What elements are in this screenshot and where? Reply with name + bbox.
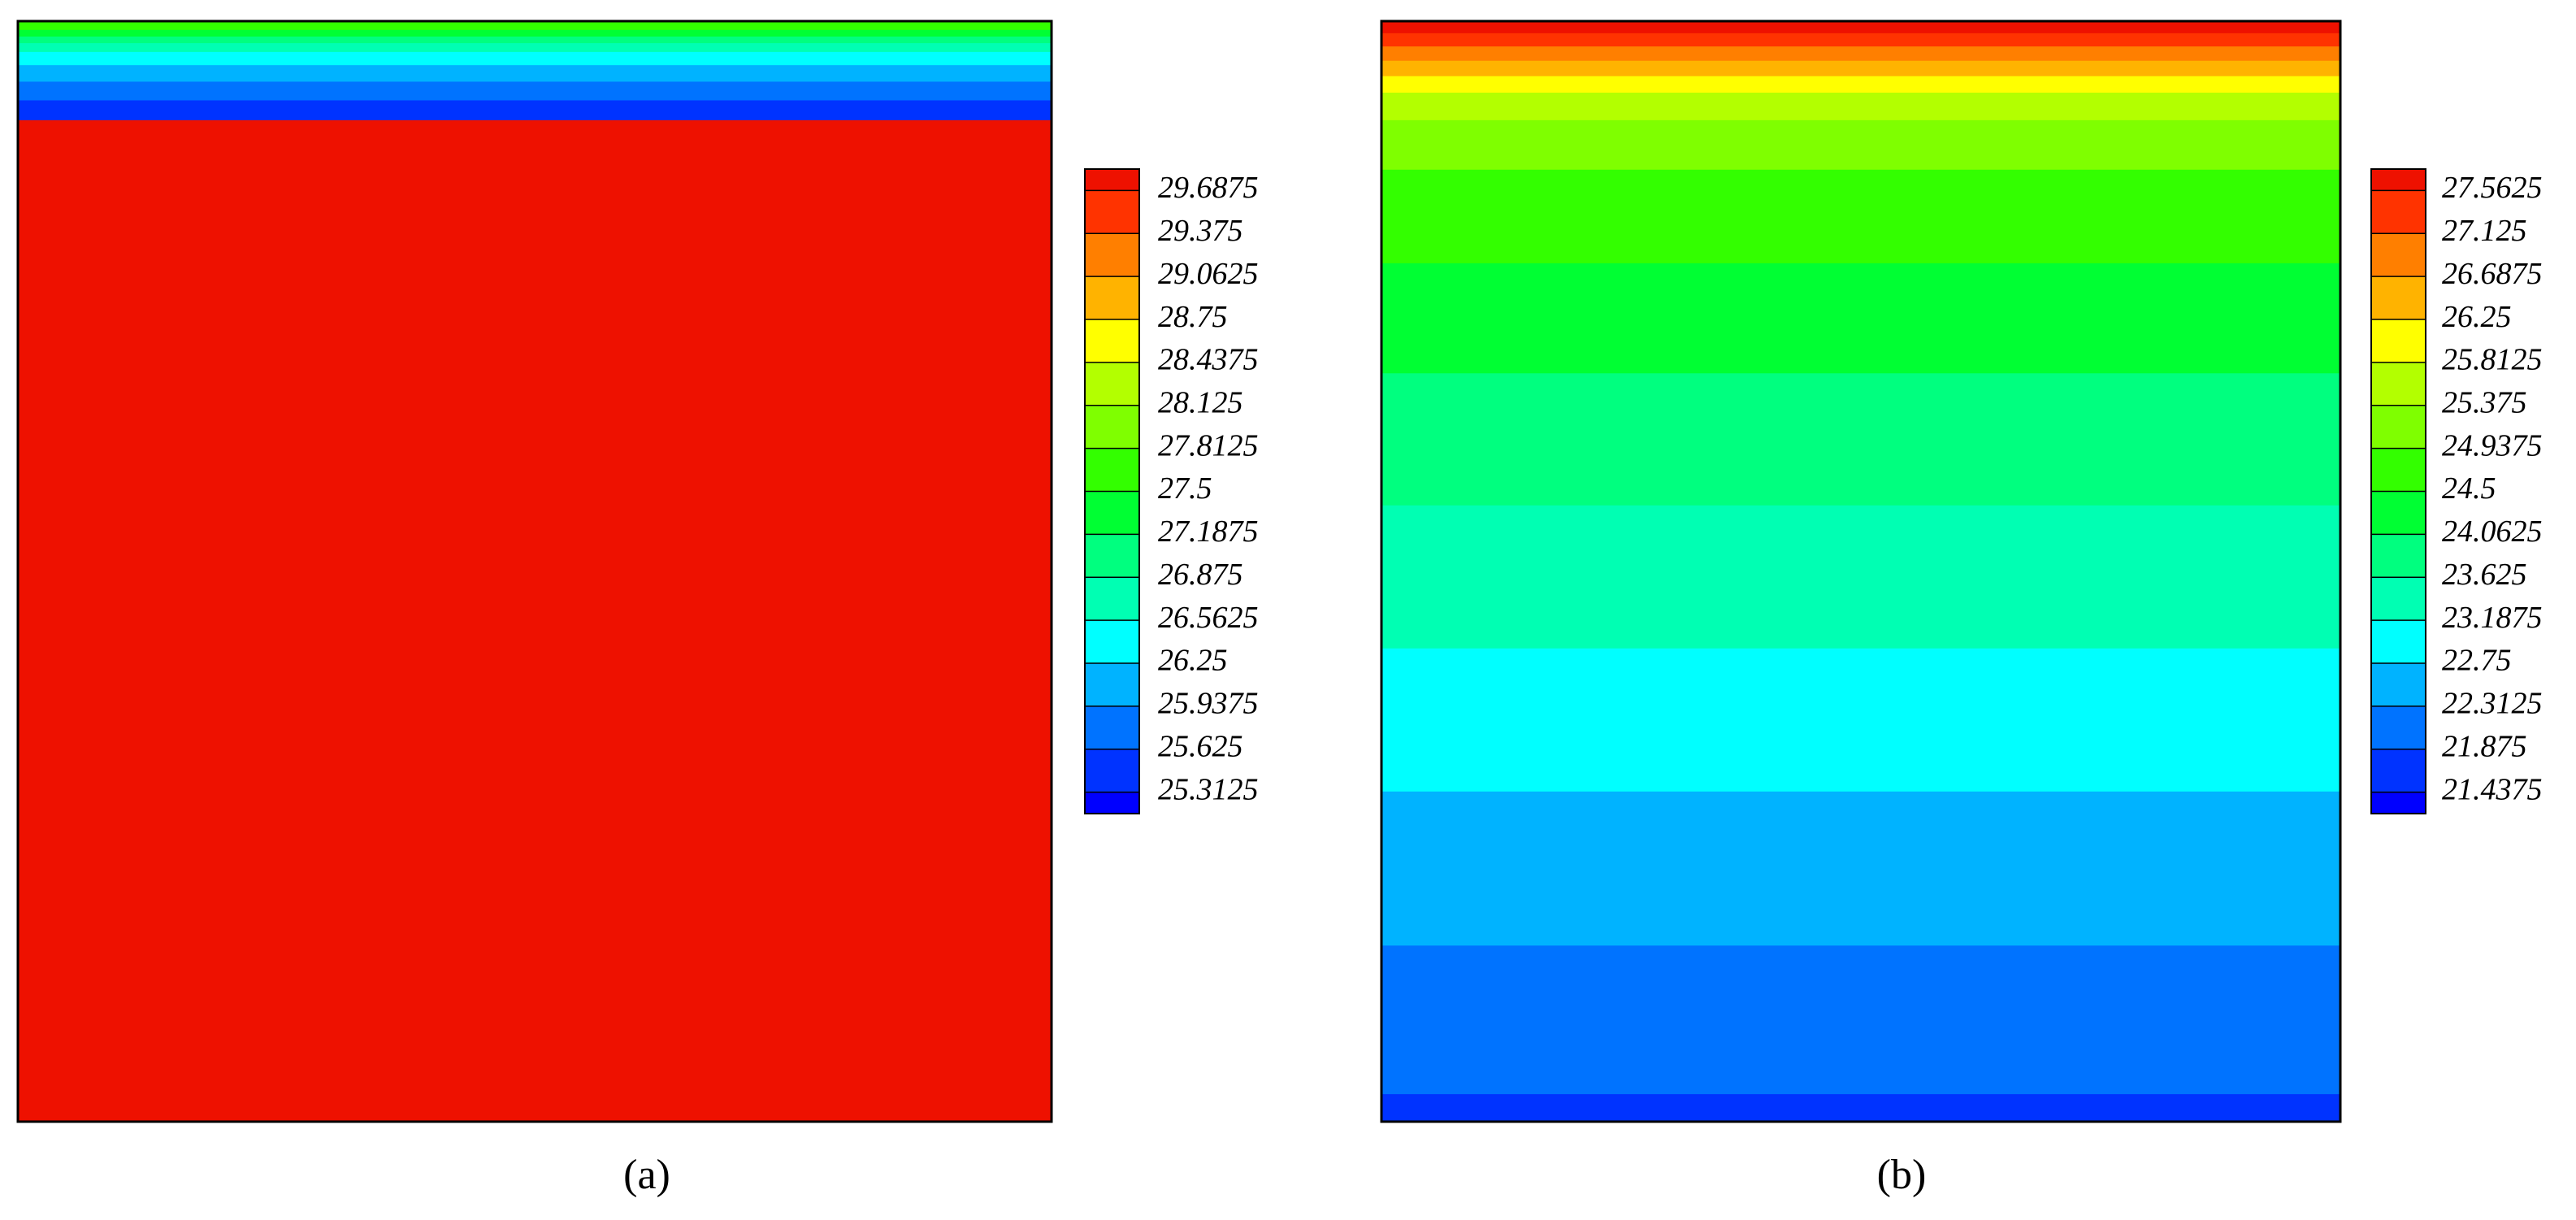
colorbar-band: [2371, 362, 2426, 406]
colorbar-band: [1085, 749, 1139, 792]
colorbar-band: [2371, 491, 2426, 535]
colorbar-band: [2371, 620, 2426, 663]
colorbar-band: [1085, 448, 1139, 492]
panel-label: (b): [1877, 1152, 1927, 1198]
contour-band: [1381, 791, 2340, 946]
plot-frame: [1380, 20, 2342, 1123]
contour-band: [1381, 119, 2340, 171]
level-label: 28.4375: [1158, 343, 1259, 377]
colorbar-band: [2371, 276, 2426, 320]
level-label: 28.75: [1158, 300, 1228, 334]
colorbar-band: [1085, 620, 1139, 663]
contour-band: [1381, 1094, 2340, 1122]
level-label: 23.625: [2442, 558, 2527, 592]
level-label: 21.875: [2442, 729, 2527, 763]
level-label: 25.625: [1158, 729, 1243, 763]
level-label: 24.9375: [2442, 428, 2543, 462]
level-label: 26.25: [2442, 300, 2512, 334]
colorbar-band: [1085, 233, 1139, 277]
colorbar-band: [1085, 662, 1139, 706]
colorbar-frame: [1084, 168, 1140, 814]
colorbar-band: [2371, 662, 2426, 706]
colorbar-band: [2371, 233, 2426, 277]
level-label: 28.125: [1158, 385, 1243, 419]
contour-band: [18, 21, 1052, 31]
colorbar-band: [1085, 319, 1139, 363]
level-label: 29.375: [1158, 214, 1243, 248]
colorbar-band: [1085, 577, 1139, 621]
level-label: 26.25: [1158, 644, 1228, 678]
contour-band: [1381, 373, 2340, 506]
colorbar-band: [2371, 577, 2426, 621]
contour-band: [1381, 46, 2340, 62]
contour-band: [18, 51, 1052, 66]
contour-band: [1381, 21, 2340, 34]
colorbar-band: [1085, 169, 1139, 191]
colorbar-band: [2371, 749, 2426, 792]
contour-band: [18, 100, 1052, 121]
level-label: 27.5625: [2442, 171, 2543, 205]
colorbar-band: [2371, 319, 2426, 363]
contour-band: [1381, 505, 2340, 649]
colorbar-band: [2371, 169, 2426, 191]
colorbar-band: [1085, 534, 1139, 578]
colorbar-band: [1085, 190, 1139, 234]
level-label: 26.6875: [2442, 257, 2543, 291]
level-label: 25.375: [2442, 385, 2527, 419]
colorbar-band: [1085, 405, 1139, 449]
contour-band: [1381, 263, 2340, 374]
contour-band: [18, 43, 1052, 53]
colorbar-band: [2371, 405, 2426, 449]
level-label: 21.4375: [2442, 772, 2543, 806]
colorbar-band: [1085, 706, 1139, 749]
contour-band: [1381, 60, 2340, 77]
colorbar-band: [1085, 362, 1139, 406]
panel-label: (a): [623, 1152, 670, 1198]
colorbar-band: [1085, 276, 1139, 320]
level-label: 22.3125: [2442, 687, 2543, 721]
contour-band: [1381, 33, 2340, 47]
level-label: 24.0625: [2442, 514, 2543, 549]
level-label: 27.5: [1158, 471, 1212, 506]
level-label: 24.5: [2442, 471, 2496, 506]
contour-band: [1381, 93, 2340, 121]
colorbar-band: [2371, 190, 2426, 234]
level-label: 27.1875: [1158, 514, 1259, 549]
colorbar-band: [2371, 534, 2426, 578]
level-label: 27.125: [2442, 214, 2527, 248]
contour-band: [18, 29, 1052, 37]
plot-frame: [16, 20, 1053, 1123]
level-label: 25.9375: [1158, 687, 1259, 721]
colorbar-band: [1085, 792, 1139, 814]
colorbar-band: [2371, 792, 2426, 814]
contour-band: [1381, 648, 2340, 792]
contour-band: [1381, 169, 2340, 264]
contour-band: [18, 36, 1052, 44]
colorbar-band: [2371, 448, 2426, 492]
colorbar-band: [2371, 706, 2426, 749]
colorbar-frame: [2370, 168, 2426, 814]
level-label: 23.1875: [2442, 601, 2543, 635]
level-label: 29.0625: [1158, 257, 1259, 291]
contour-band: [1381, 76, 2340, 93]
contour-band: [18, 65, 1052, 82]
colorbar-band: [1085, 491, 1139, 535]
level-label: 26.875: [1158, 558, 1243, 592]
contour-band: [1381, 945, 2340, 1095]
level-label: 25.3125: [1158, 772, 1259, 806]
level-label: 25.8125: [2442, 343, 2543, 377]
level-label: 29.6875: [1158, 171, 1259, 205]
contour-band: [18, 119, 1052, 1122]
level-label: 26.5625: [1158, 601, 1259, 635]
contour-band: [18, 81, 1052, 101]
level-label: 27.8125: [1158, 428, 1259, 462]
level-label: 22.75: [2442, 644, 2512, 678]
